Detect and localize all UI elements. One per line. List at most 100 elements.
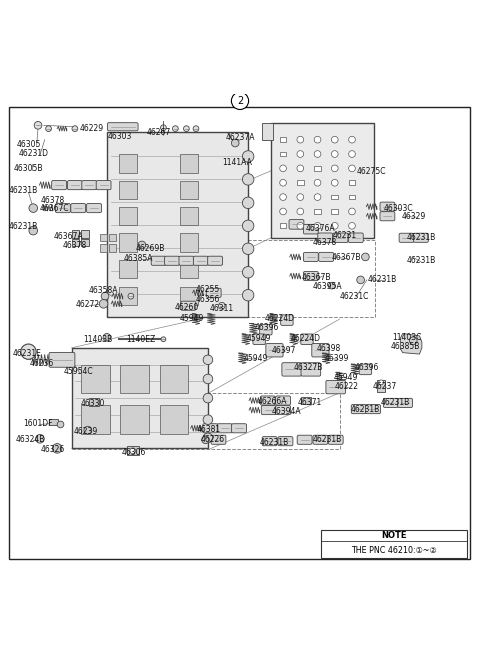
Bar bbox=[322, 530, 468, 558]
FancyBboxPatch shape bbox=[366, 405, 381, 414]
Circle shape bbox=[348, 223, 355, 229]
Bar bbox=[180, 155, 198, 173]
Text: 46378: 46378 bbox=[313, 238, 337, 247]
Text: 45949: 45949 bbox=[243, 354, 267, 363]
Text: 46231B: 46231B bbox=[406, 233, 435, 242]
Text: 46367B: 46367B bbox=[332, 253, 361, 262]
Circle shape bbox=[314, 151, 321, 157]
FancyBboxPatch shape bbox=[262, 437, 277, 446]
Circle shape bbox=[242, 197, 254, 209]
Circle shape bbox=[72, 126, 78, 131]
FancyBboxPatch shape bbox=[208, 256, 223, 265]
Circle shape bbox=[84, 426, 92, 434]
Text: 46255: 46255 bbox=[195, 285, 219, 294]
FancyBboxPatch shape bbox=[303, 271, 318, 281]
FancyBboxPatch shape bbox=[179, 256, 194, 265]
Bar bbox=[72, 230, 79, 237]
Bar bbox=[120, 406, 149, 434]
Text: 11403B: 11403B bbox=[83, 336, 112, 344]
Circle shape bbox=[183, 126, 189, 131]
Bar bbox=[180, 207, 198, 225]
Text: 46329: 46329 bbox=[401, 211, 425, 221]
Circle shape bbox=[203, 355, 213, 365]
FancyBboxPatch shape bbox=[318, 233, 333, 243]
Circle shape bbox=[34, 121, 42, 129]
Bar bbox=[109, 234, 116, 241]
Bar bbox=[48, 419, 58, 426]
FancyBboxPatch shape bbox=[398, 398, 412, 408]
Text: 46231B: 46231B bbox=[351, 405, 380, 414]
Bar bbox=[180, 233, 198, 251]
Circle shape bbox=[203, 374, 213, 384]
FancyBboxPatch shape bbox=[281, 315, 293, 325]
Circle shape bbox=[29, 204, 37, 212]
FancyBboxPatch shape bbox=[303, 224, 318, 234]
FancyBboxPatch shape bbox=[52, 181, 67, 189]
Circle shape bbox=[280, 179, 287, 186]
Text: 46231B: 46231B bbox=[381, 398, 410, 408]
Circle shape bbox=[242, 220, 254, 231]
Text: 46229: 46229 bbox=[80, 124, 104, 133]
Bar bbox=[81, 365, 110, 394]
Circle shape bbox=[331, 136, 338, 143]
Bar bbox=[120, 365, 149, 394]
Text: 46398: 46398 bbox=[316, 344, 341, 354]
Bar bbox=[314, 209, 321, 214]
Bar bbox=[348, 180, 355, 185]
Circle shape bbox=[297, 208, 304, 215]
FancyBboxPatch shape bbox=[351, 405, 366, 414]
Text: 46397: 46397 bbox=[272, 346, 296, 355]
Text: 1140EZ: 1140EZ bbox=[126, 336, 155, 344]
Bar bbox=[180, 259, 198, 278]
FancyBboxPatch shape bbox=[165, 256, 180, 265]
Text: 46269B: 46269B bbox=[135, 244, 165, 253]
Bar bbox=[119, 259, 137, 278]
Text: 1141AA: 1141AA bbox=[223, 157, 252, 167]
Circle shape bbox=[242, 243, 254, 255]
Polygon shape bbox=[400, 334, 422, 354]
Circle shape bbox=[231, 139, 239, 147]
FancyBboxPatch shape bbox=[211, 435, 226, 444]
Text: THE PNC 46210:①~②: THE PNC 46210:①~② bbox=[351, 546, 437, 555]
Circle shape bbox=[160, 125, 166, 131]
Text: 46395A: 46395A bbox=[312, 282, 342, 291]
Text: 46306: 46306 bbox=[121, 448, 146, 457]
Text: 46267: 46267 bbox=[146, 128, 171, 137]
Text: 46226: 46226 bbox=[200, 436, 224, 444]
Text: 2: 2 bbox=[237, 96, 243, 106]
Circle shape bbox=[409, 337, 417, 345]
FancyBboxPatch shape bbox=[203, 424, 218, 433]
Bar bbox=[314, 166, 321, 171]
Circle shape bbox=[328, 282, 335, 289]
FancyBboxPatch shape bbox=[232, 424, 246, 433]
FancyBboxPatch shape bbox=[319, 252, 334, 261]
FancyBboxPatch shape bbox=[326, 380, 346, 394]
Circle shape bbox=[57, 421, 64, 428]
Text: 46266A: 46266A bbox=[258, 397, 288, 406]
Circle shape bbox=[21, 344, 36, 360]
Text: 46358A: 46358A bbox=[89, 286, 119, 295]
Circle shape bbox=[36, 434, 44, 443]
Circle shape bbox=[331, 179, 338, 186]
FancyBboxPatch shape bbox=[313, 435, 328, 444]
Bar bbox=[271, 123, 374, 237]
Bar bbox=[72, 393, 339, 450]
Circle shape bbox=[231, 92, 249, 109]
Text: 46378: 46378 bbox=[40, 196, 64, 205]
Text: 46236: 46236 bbox=[29, 359, 53, 368]
Text: 45949: 45949 bbox=[180, 313, 204, 323]
Bar bbox=[159, 365, 188, 394]
Text: 46381: 46381 bbox=[197, 425, 221, 434]
FancyBboxPatch shape bbox=[260, 324, 272, 335]
Circle shape bbox=[242, 173, 254, 185]
Text: 46371: 46371 bbox=[297, 398, 322, 408]
Bar bbox=[89, 398, 99, 406]
Bar bbox=[119, 207, 137, 225]
Circle shape bbox=[331, 151, 338, 157]
Text: 46303C: 46303C bbox=[384, 203, 414, 213]
Bar bbox=[377, 380, 385, 392]
Circle shape bbox=[280, 208, 287, 215]
Circle shape bbox=[379, 380, 384, 385]
Text: 46272: 46272 bbox=[76, 300, 100, 309]
FancyBboxPatch shape bbox=[328, 435, 343, 444]
